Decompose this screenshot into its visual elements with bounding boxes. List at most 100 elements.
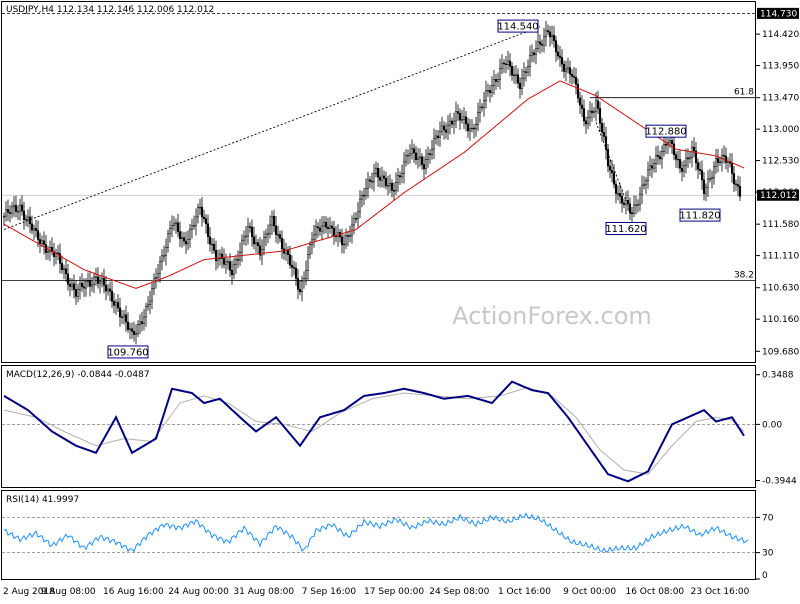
candle-body (346, 235, 350, 237)
candle-body (624, 200, 628, 205)
candle-body (354, 218, 358, 220)
price-callout-label: 111.820 (679, 211, 720, 222)
candle-body (120, 316, 124, 318)
candle-body (212, 243, 216, 251)
candle-body (682, 164, 686, 172)
candle-body (734, 183, 738, 185)
candle-body (198, 206, 202, 209)
candle-body (708, 178, 712, 180)
candle-body (688, 157, 692, 160)
candle-body (600, 123, 604, 133)
macd-title: MACD(12,26,9) -0.0844 -0.0487 (6, 370, 150, 380)
candle-body (586, 117, 590, 125)
candle-body (454, 111, 458, 122)
candle-body (578, 97, 582, 106)
time-tick-label-3: 24 Aug 00:00 (168, 587, 229, 597)
price-tick-label-10: 114.420 (762, 30, 799, 40)
candle-body (126, 321, 130, 330)
candle-body (200, 206, 204, 218)
candle-body (334, 235, 338, 238)
candle-body (492, 79, 496, 86)
candle-body (174, 222, 178, 225)
candle-body (162, 255, 166, 257)
price-callout-box (497, 19, 539, 33)
candle-body (436, 135, 440, 138)
candle-body (278, 234, 282, 239)
candle-body (504, 63, 508, 65)
price-callout-label: 111.620 (605, 224, 646, 235)
candle-body (424, 159, 428, 170)
watermark: ActionForex.com (452, 302, 652, 330)
candle-body (450, 120, 454, 125)
candle-body (652, 163, 656, 169)
candle-body (654, 155, 658, 164)
candle-body (264, 233, 268, 238)
candle-body (534, 48, 538, 55)
candle-body (684, 157, 688, 166)
candle-body (254, 242, 258, 245)
candle-body (612, 172, 616, 185)
candle-body (330, 225, 334, 229)
rsi-title: RSI(14) 41.9997 (6, 495, 79, 505)
candle-body (176, 222, 180, 232)
candle-body (258, 245, 262, 256)
price-tick-label-6: 112.530 (762, 157, 799, 167)
candle-body (184, 240, 188, 245)
candle-body (498, 68, 502, 80)
price-callout-label: 114.540 (497, 22, 538, 33)
candle-body (8, 212, 12, 214)
candle-body (372, 173, 376, 183)
candle-body (462, 116, 466, 120)
candle-body (562, 63, 566, 72)
candle-body (474, 124, 478, 130)
candle-body (732, 173, 736, 185)
candle-body (664, 143, 668, 146)
price-tick-label-8: 113.470 (762, 94, 799, 104)
candle-body (374, 167, 378, 175)
candle-body (448, 120, 452, 126)
candle-body (428, 153, 432, 156)
candle-body (704, 187, 708, 194)
candle-body (676, 158, 680, 161)
candle-body (154, 277, 158, 279)
candle-body (512, 74, 516, 77)
candle-body (150, 288, 154, 302)
candle-body (262, 237, 266, 250)
time-tick-label-8: 1 Oct 16:00 (498, 587, 551, 597)
candle-body (432, 137, 436, 150)
candle-body (458, 113, 462, 121)
candle-body (410, 148, 414, 155)
candle-body (558, 55, 562, 58)
candle-body (208, 236, 212, 245)
candle-body (340, 236, 344, 245)
candle-body (502, 62, 506, 65)
candle-body (124, 314, 128, 323)
rsi-tick-label-2: 0 (762, 571, 768, 581)
candle-body (250, 226, 254, 238)
candle-body (598, 108, 602, 124)
candle-body (144, 306, 148, 318)
candle-body (574, 77, 578, 85)
candle-body (360, 195, 364, 200)
candle-body (240, 239, 244, 253)
candle-body (446, 124, 450, 133)
candle-body (564, 68, 568, 72)
candle-body (344, 235, 348, 245)
candle-body (486, 90, 490, 92)
candle-body (324, 221, 328, 228)
candle-body (692, 146, 696, 152)
candle-body (546, 30, 550, 33)
candle-body (386, 185, 390, 187)
candle-body (146, 304, 150, 307)
candle-body (470, 127, 474, 130)
candle-body (722, 155, 726, 157)
candle-body (426, 153, 430, 160)
candle-body (2, 215, 6, 218)
candle-body (736, 184, 740, 187)
candle-body (570, 73, 574, 77)
candle-body (440, 125, 444, 132)
price-callout-box (645, 124, 687, 138)
candle-body (662, 143, 666, 152)
candle-body (6, 209, 10, 213)
candle-body (580, 104, 584, 109)
